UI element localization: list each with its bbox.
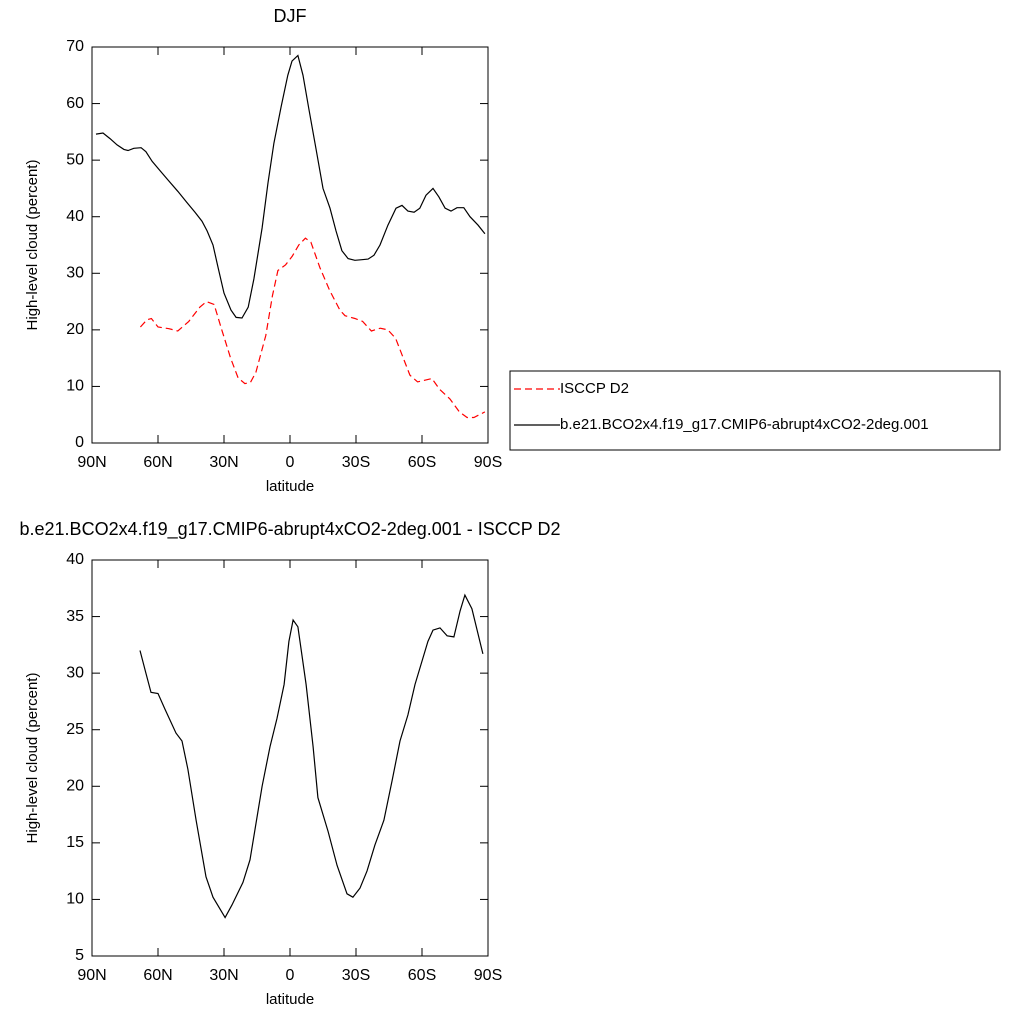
x-axis-label: latitude	[266, 478, 314, 495]
plot-frame	[91, 559, 489, 957]
x-axis-label: latitude	[266, 991, 314, 1008]
x-tick-label: 30N	[209, 454, 238, 471]
x-tick-label: 60S	[408, 454, 436, 471]
x-tick-label: 30N	[209, 967, 238, 984]
y-tick-label: 40	[66, 551, 84, 568]
legend-label: ISCCP D2	[560, 380, 629, 397]
y-tick-label: 40	[66, 208, 84, 225]
y-tick-label: 60	[66, 95, 84, 112]
x-tick-label: 30S	[342, 454, 370, 471]
x-tick-label: 60S	[408, 967, 436, 984]
y-tick-label: 20	[66, 321, 84, 338]
y-tick-label: 20	[66, 778, 84, 795]
x-tick-label: 90N	[77, 967, 106, 984]
y-tick-label: 30	[66, 265, 84, 282]
chart-title: b.e21.BCO2x4.f19_g17.CMIP6-abrupt4xCO2-2…	[20, 519, 561, 540]
y-tick-label: 35	[66, 608, 84, 625]
x-tick-label: 30S	[342, 967, 370, 984]
data-line	[95, 54, 486, 319]
y-tick-label: 15	[66, 834, 84, 851]
y-tick-label: 30	[66, 664, 84, 681]
y-tick-label: 25	[66, 721, 84, 738]
y-axis-label: High-level cloud (percent)	[24, 673, 41, 844]
x-tick-label: 60N	[143, 967, 172, 984]
x-tick-label: 90S	[474, 454, 502, 471]
legend-label: b.e21.BCO2x4.f19_g17.CMIP6-abrupt4xCO2-2…	[560, 416, 929, 433]
x-tick-label: 90N	[77, 454, 106, 471]
y-axis-label: High-level cloud (percent)	[24, 160, 41, 331]
x-tick-label: 60N	[143, 454, 172, 471]
plot-frame	[91, 46, 489, 444]
legend-box	[509, 370, 1001, 451]
chart-title: DJF	[274, 6, 307, 26]
y-tick-label: 0	[75, 434, 84, 451]
y-tick-label: 70	[66, 38, 84, 55]
data-line	[139, 593, 484, 919]
x-tick-label: 0	[286, 967, 295, 984]
data-line	[139, 237, 486, 419]
y-tick-label: 5	[75, 947, 84, 964]
y-tick-label: 50	[66, 151, 84, 168]
x-tick-label: 90S	[474, 967, 502, 984]
y-tick-label: 10	[66, 891, 84, 908]
x-tick-label: 0	[286, 454, 295, 471]
y-tick-label: 10	[66, 378, 84, 395]
